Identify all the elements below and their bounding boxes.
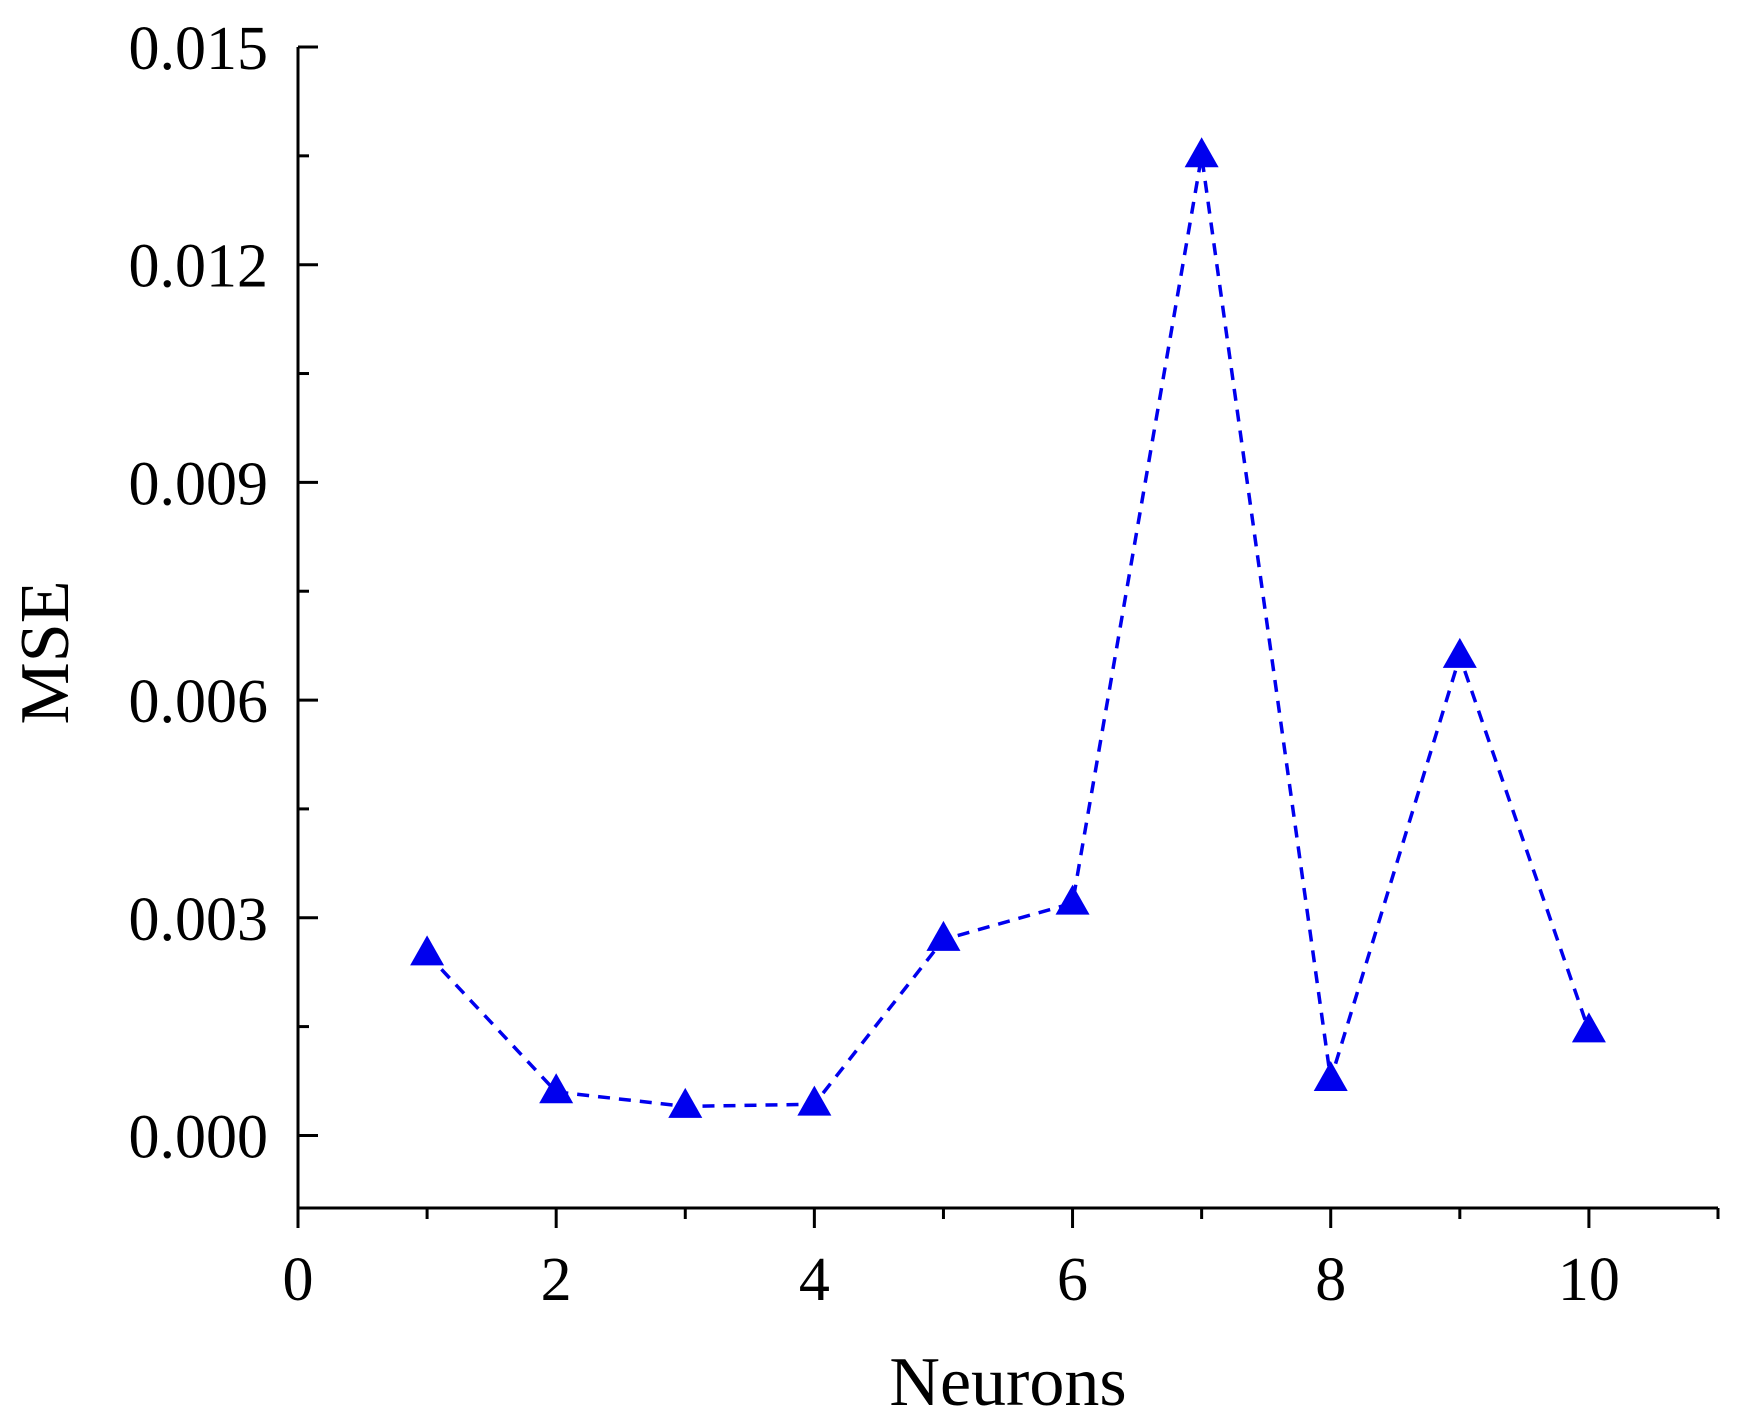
y-tick-label: 0.000 <box>129 1103 269 1171</box>
x-axis: 0 2 4 6 8 10 <box>283 1206 1720 1314</box>
triangle-marker <box>1571 1012 1606 1043</box>
y-axis-title: MSE <box>7 581 84 725</box>
y-tick-label: 0.003 <box>129 886 269 954</box>
series-line <box>425 155 1591 1109</box>
triangle-marker <box>1313 1060 1348 1091</box>
x-tick-label: 0 <box>283 1246 314 1314</box>
triangle-marker <box>668 1087 703 1118</box>
x-tick-label: 8 <box>1315 1246 1346 1314</box>
x-tick-label: 10 <box>1558 1246 1620 1314</box>
y-ticks: 0.000 0.003 0.006 0.009 0.012 0.015 <box>129 15 318 1171</box>
triangle-marker <box>1442 637 1477 668</box>
y-tick-label: 0.009 <box>129 450 269 518</box>
x-tick-label: 6 <box>1057 1246 1088 1314</box>
y-tick-label: 0.015 <box>129 15 269 83</box>
triangle-marker <box>797 1085 832 1116</box>
y-tick-label: 0.012 <box>129 233 269 301</box>
y-axis: 0.000 0.003 0.006 0.009 0.012 0.015 <box>129 15 318 1208</box>
x-tick-label: 2 <box>541 1246 572 1314</box>
triangle-marker <box>926 920 961 951</box>
triangle-marker <box>1055 884 1090 915</box>
x-ticks: 0 2 4 6 8 10 <box>283 1208 1720 1314</box>
triangle-marker <box>539 1073 574 1104</box>
series-layer <box>410 137 1606 1118</box>
triangle-marker <box>1184 137 1219 168</box>
y-tick-label: 0.006 <box>129 668 269 736</box>
triangle-marker <box>410 935 445 966</box>
x-axis-title: Neurons <box>889 1344 1126 1421</box>
x-tick-label: 4 <box>799 1246 830 1314</box>
